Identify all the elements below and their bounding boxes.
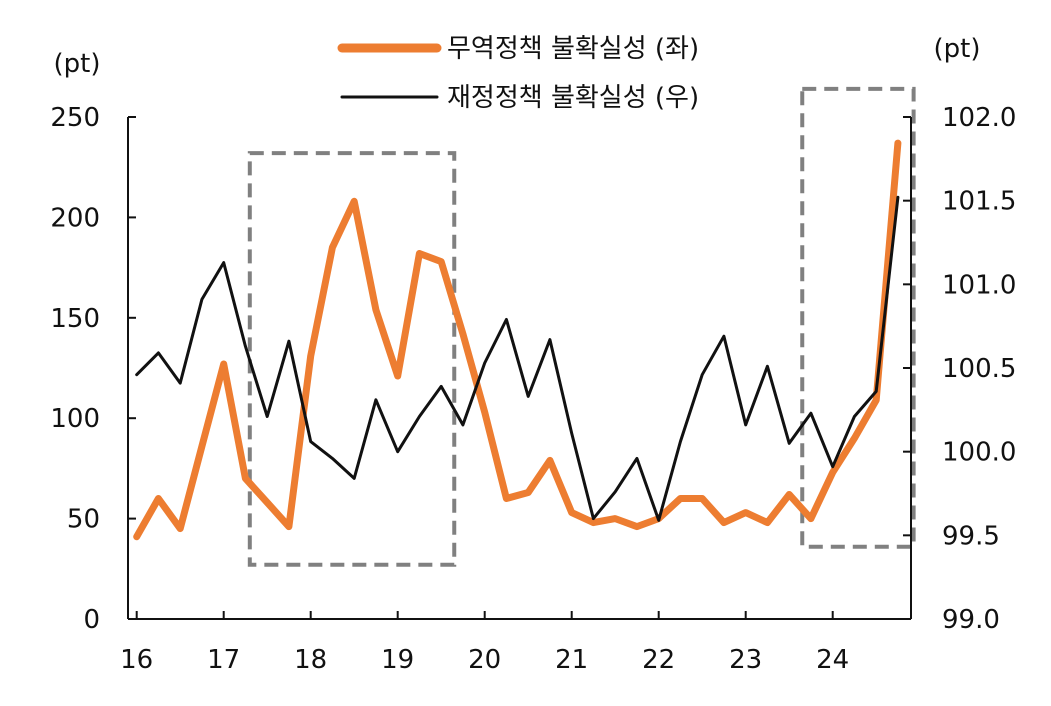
trade-policy-uncertainty-line xyxy=(133,139,902,541)
legend-label-fiscal: 재정정책 불확실성 (우) xyxy=(447,83,699,113)
x-tick-label: 24 xyxy=(816,645,849,675)
fiscal-policy-uncertainty-line xyxy=(135,195,900,522)
x-tick-label: 23 xyxy=(729,645,762,675)
right-tick-label: 100.5 xyxy=(942,354,1016,384)
highlight-boxes xyxy=(247,86,916,567)
legend: 무역정책 불확실성 (좌) 재정정책 불확실성 (우) xyxy=(337,34,699,113)
left-tick-label: 50 xyxy=(67,505,100,535)
right-tick-label: 99.0 xyxy=(942,605,1000,635)
highlight-box-1 xyxy=(247,151,457,567)
left-tick-label: 100 xyxy=(50,404,100,434)
right-tick-label: 101.0 xyxy=(942,270,1016,300)
x-tick-label: 22 xyxy=(642,645,675,675)
axes: 0 50 100 150 200 250 99.0 99.5 100.0 100.5 101.0 10… xyxy=(50,34,1016,675)
x-tick-label: 16 xyxy=(120,645,153,675)
right-tick-label: 99.5 xyxy=(942,521,1000,551)
left-tick-label: 150 xyxy=(50,304,100,334)
right-tick-label: 101.5 xyxy=(942,187,1016,217)
series-lines xyxy=(133,139,902,541)
x-tick-label: 17 xyxy=(207,645,240,675)
x-tick-label: 19 xyxy=(381,645,414,675)
x-tick-label: 21 xyxy=(555,645,588,675)
legend-label-trade: 무역정책 불확실성 (좌) xyxy=(447,34,699,64)
left-tick-label: 250 xyxy=(50,103,100,133)
highlight-box-2 xyxy=(800,86,916,549)
right-tick-label: 102.0 xyxy=(942,103,1016,133)
right-axis-unit: (pt) xyxy=(934,34,981,64)
left-tick-label: 200 xyxy=(50,203,100,233)
left-axis-unit: (pt) xyxy=(54,49,101,79)
left-tick-label: 0 xyxy=(83,605,100,635)
right-tick-label: 100.0 xyxy=(942,438,1016,468)
x-tick-label: 20 xyxy=(468,645,501,675)
x-tick-label: 18 xyxy=(294,645,327,675)
